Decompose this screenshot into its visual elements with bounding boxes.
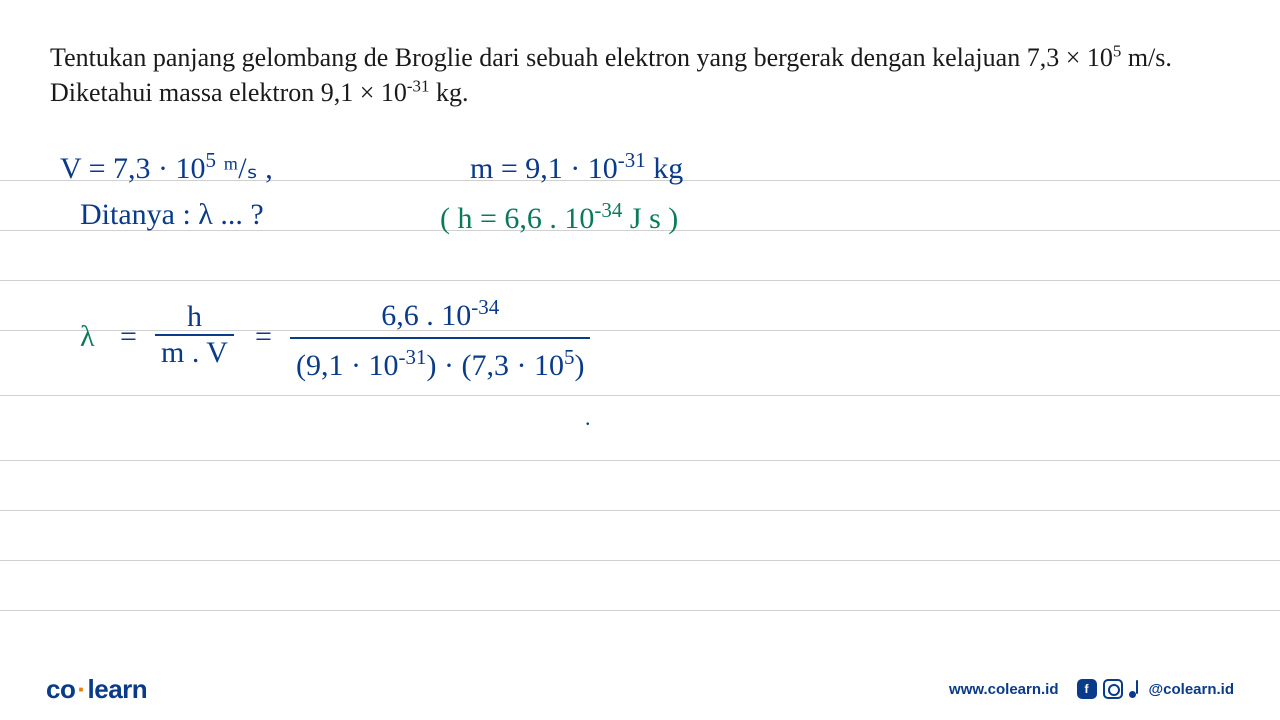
facebook-icon: f [1077,679,1097,699]
hw-frac-rhs: 6,6 . 10-34 (9,1 · 10-31) · (7,3 · 105) [290,295,590,383]
rule-line [0,460,1280,461]
hw-dot: . [585,405,591,431]
hw-equals-2: = [255,320,272,354]
footer-right: www.colearn.id f @colearn.id [949,679,1234,699]
page: Tentukan panjang gelombang de Broglie da… [0,0,1280,720]
hw-equals-1: = [120,320,137,354]
rule-line [0,510,1280,511]
hw-ditanya: Ditanya : λ ... ? [80,198,264,232]
logo-co: co [46,674,75,704]
rule-line [0,610,1280,611]
question-text: Tentukan panjang gelombang de Broglie da… [50,40,1230,110]
hw-frac-lhs-num: h [155,300,234,334]
hw-frac-rhs-den: (9,1 · 10-31) · (7,3 · 105) [290,337,590,383]
brand-logo: co·learn [46,674,147,705]
social-icons: f @colearn.id [1077,679,1234,699]
instagram-icon [1103,679,1123,699]
hw-frac-lhs-den: m . V [155,334,234,370]
social-handle: @colearn.id [1149,681,1234,698]
hw-frac-rhs-num: 6,6 . 10-34 [290,295,590,337]
footer-url: www.colearn.id [949,681,1058,698]
rule-line [0,280,1280,281]
rule-line [0,560,1280,561]
footer: co·learn www.colearn.id f @colearn.id [0,664,1280,720]
logo-learn: learn [88,674,148,704]
hw-mass: m = 9,1 · 10-31 kg [470,148,683,186]
rule-line [0,395,1280,396]
hw-lambda: λ [80,320,95,354]
hw-planck-const: ( h = 6,6 . 10-34 J s ) [440,198,678,236]
hw-velocity: V = 7,3 · 105 ᵐ/ₛ , [60,148,273,186]
logo-dot: · [75,674,87,704]
tiktok-icon [1129,680,1143,698]
ruled-paper: V = 7,3 · 105 ᵐ/ₛ , m = 9,1 · 10-31 kg D… [0,150,1280,660]
hw-frac-lhs: h m . V [155,300,234,370]
